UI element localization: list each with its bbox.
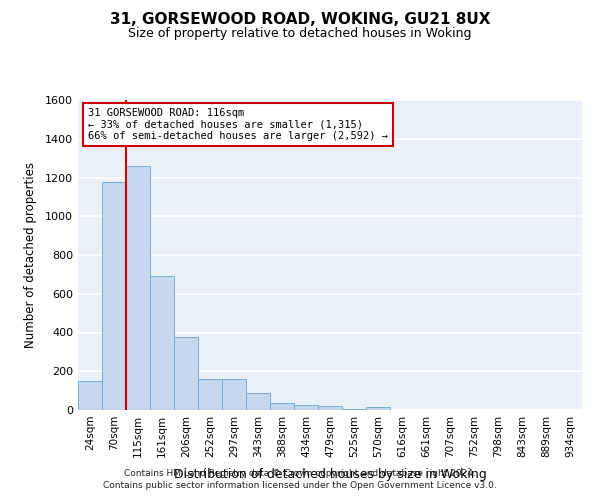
Text: 31, GORSEWOOD ROAD, WOKING, GU21 8UX: 31, GORSEWOOD ROAD, WOKING, GU21 8UX [110, 12, 490, 28]
Bar [102, 182, 126, 410]
Bar [246, 392, 270, 410]
Bar [150, 276, 174, 410]
Bar [294, 405, 318, 410]
Bar [174, 338, 198, 410]
Y-axis label: Number of detached properties: Number of detached properties [23, 162, 37, 348]
Text: Size of property relative to detached houses in Woking: Size of property relative to detached ho… [128, 28, 472, 40]
Bar [198, 379, 222, 410]
X-axis label: Distribution of detached houses by size in Woking: Distribution of detached houses by size … [173, 468, 487, 481]
Bar [270, 403, 294, 410]
Bar [222, 379, 246, 410]
Text: Contains HM Land Registry data © Crown copyright and database right 2024.: Contains HM Land Registry data © Crown c… [124, 468, 476, 477]
Bar [126, 166, 150, 410]
Text: 31 GORSEWOOD ROAD: 116sqm
← 33% of detached houses are smaller (1,315)
66% of se: 31 GORSEWOOD ROAD: 116sqm ← 33% of detac… [88, 108, 388, 141]
Bar [366, 407, 390, 410]
Text: Contains public sector information licensed under the Open Government Licence v3: Contains public sector information licen… [103, 481, 497, 490]
Bar [318, 406, 342, 410]
Bar [78, 381, 102, 410]
